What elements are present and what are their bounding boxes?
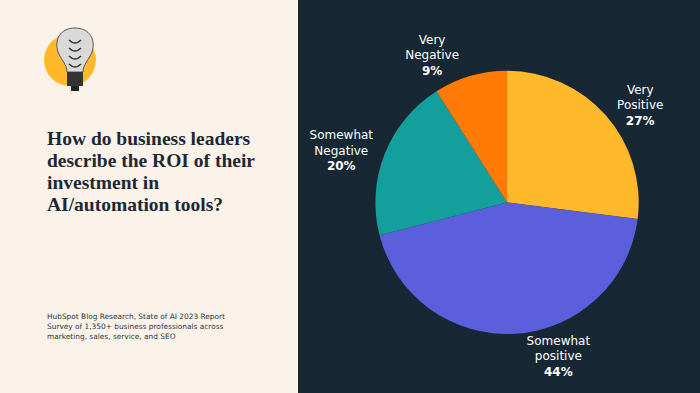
svg-text:VeryNegative9%: VeryNegative9% — [405, 33, 459, 78]
html-text:HubSpot Blog Research, State o: HubSpot Blog Research, State of AI 2023 … — [47, 312, 225, 321]
svg-text:Somewhatpositive44%: Somewhatpositive44% — [527, 334, 591, 379]
html-text:Survey of 1,350+ business prof: Survey of 1,350+ business professionals … — [47, 322, 224, 341]
svg-text:VeryPositive27%: VeryPositive27% — [617, 83, 663, 128]
html-text:How do business leaders descri: How do business leaders describe the ROI… — [47, 128, 255, 215]
svg-text:SomewhatNegative20%: SomewhatNegative20% — [310, 128, 374, 173]
